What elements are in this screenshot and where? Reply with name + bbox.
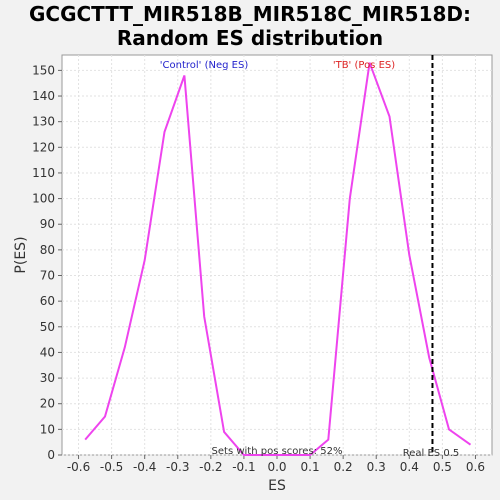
y-tick-label: 140 [32,89,55,103]
x-tick-label: 0.5 [433,460,452,474]
y-axis-label: P(ES) [13,236,29,273]
y-tick-label: 30 [40,371,55,385]
x-axis-label: ES [268,478,286,494]
control-neg-es-label: 'Control' (Neg ES) [160,60,249,71]
y-axis-ticks: 0 10 20 30 40 50 60 70 80 90 100 110 120 130 140 150 [32,63,62,462]
x-tick-label: -0.5 [100,460,123,474]
x-tick-label: 0.0 [267,460,286,474]
sets-pos-scores-label: Sets with pos scores: 52% [212,446,343,457]
tb-pos-es-label: 'TB' (Pos ES) [333,60,395,71]
y-tick-label: 100 [32,192,55,206]
chart-title-line-1: GCGCTTT_MIR518B_MIR518C_MIR518D: [28,2,472,26]
x-axis-ticks: -0.6 -0.5 -0.4 -0.3 -0.2 -0.1 0.0 0.1 0.2 0.3 0.4 0… [67,455,485,474]
y-tick-label: 60 [40,294,55,308]
x-tick-label: 0.6 [466,460,485,474]
y-tick-label: 130 [32,115,55,129]
x-tick-label: -0.6 [67,460,90,474]
y-tick-label: 90 [40,217,55,231]
x-tick-label: -0.3 [166,460,189,474]
y-tick-label: 80 [40,243,55,257]
y-tick-label: 50 [40,320,55,334]
x-tick-label: 0.1 [301,460,320,474]
x-tick-label: -0.2 [199,460,222,474]
y-tick-label: 120 [32,140,55,154]
x-tick-label: 0.2 [334,460,353,474]
x-tick-label: 0.3 [367,460,386,474]
y-tick-label: 70 [40,269,55,283]
x-tick-label: -0.1 [232,460,255,474]
y-tick-label: 10 [40,422,55,436]
y-tick-label: 0 [47,448,55,462]
y-tick-label: 150 [32,63,55,77]
grid-lines [62,55,492,456]
x-tick-label: -0.4 [133,460,156,474]
y-tick-label: 110 [32,166,55,180]
y-tick-label: 20 [40,397,55,411]
distribution-line [84,62,472,456]
x-tick-label: 0.4 [400,460,419,474]
chart-title-line-2: Random ES distribution [116,26,384,50]
y-tick-label: 40 [40,345,55,359]
chart-title: GCGCTTT_MIR518B_MIR518C_MIR518D: Random … [0,2,500,50]
real-es-label: Real ES 0.5 [403,448,459,459]
